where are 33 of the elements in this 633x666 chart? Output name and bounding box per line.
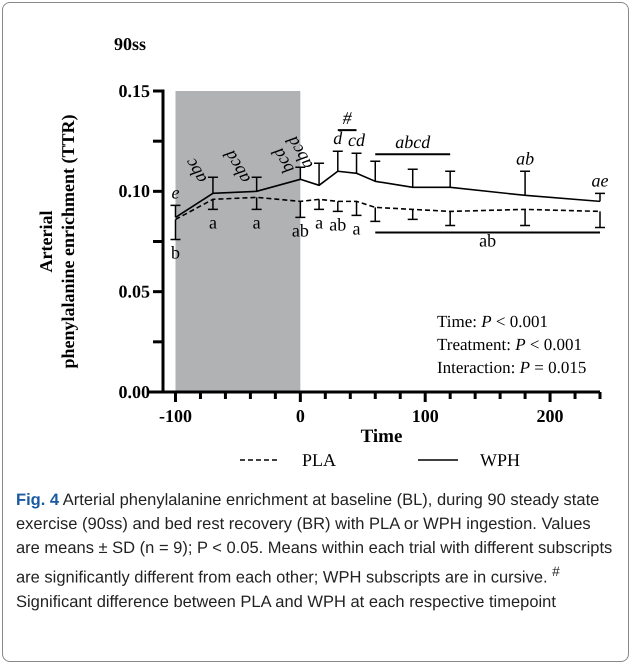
legend-label: WPH <box>480 450 520 470</box>
annotation: a <box>315 212 324 232</box>
annotation: ab <box>292 220 309 240</box>
x-tick-label: -100 <box>158 406 192 426</box>
annotation: a <box>352 218 361 238</box>
annotation: a <box>208 212 217 232</box>
x-tick-label: 200 <box>536 406 564 426</box>
annotation: ae <box>592 170 608 190</box>
annotation: e <box>171 182 180 202</box>
x-tick-label: 100 <box>412 406 439 426</box>
x-axis-title: Time <box>360 426 402 447</box>
y-axis-title: Arterial phenylalanine enrichment (TTR) <box>36 114 78 369</box>
annotation: Interaction: P = 0.015 <box>437 358 586 377</box>
annotation: Time: P < 0.001 <box>437 312 548 331</box>
y-tick-label: 0.10 <box>118 181 150 202</box>
annotation: abcd <box>395 132 432 152</box>
annotation: a <box>252 212 261 232</box>
annotation: b <box>170 242 180 262</box>
y-tick-label: 0.15 <box>118 80 150 101</box>
annotation: # <box>342 108 353 128</box>
y-tick-label: 0.05 <box>118 281 150 302</box>
chart-title: 90ss <box>114 34 146 54</box>
annotation: ab <box>516 148 534 168</box>
annotation: abc <box>180 154 210 188</box>
annotation: ab <box>479 230 496 251</box>
x-tick-label: 0 <box>296 406 305 426</box>
annotation: ab <box>329 214 346 234</box>
annotation: d <box>333 128 344 148</box>
caption: Fig. 4 Arterial phenylalanine enrichment at baseline (BL), during 90 steady state exercise (90ss) and bed rest recovery (BR) with PLA or WPH ingestion. Values are means ± SD (n = 9); P < 0.05. Means within each trial with different subscripts are significantly different from each other; WPH subscripts are in cursive. $^{#}$ Significant difference between PLA and WPH at each respective timepoint <box>16 490 614 612</box>
legend-label: PLA <box>302 450 336 470</box>
annotation: cd <box>348 130 366 150</box>
y-tick-label: 0.00 <box>118 382 150 402</box>
annotation: Treatment: P < 0.001 <box>437 335 582 354</box>
